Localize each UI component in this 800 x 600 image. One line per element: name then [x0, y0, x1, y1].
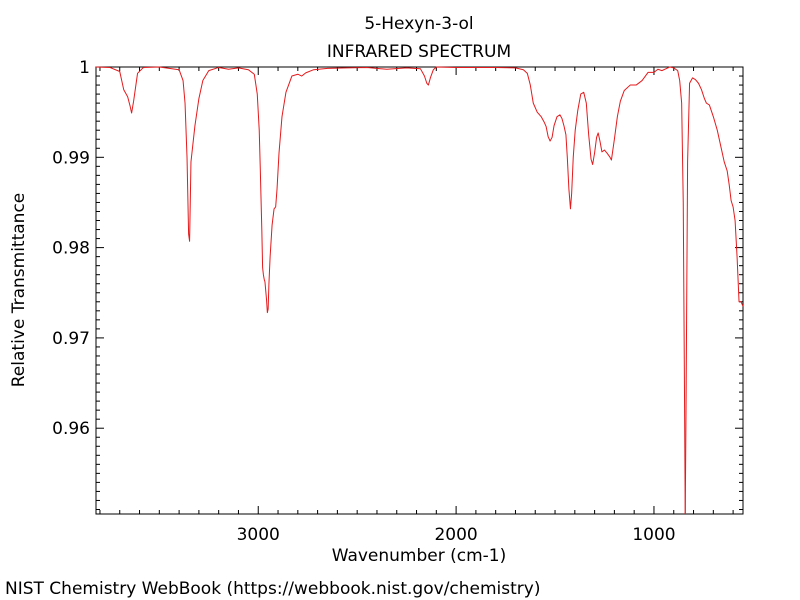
y-tick-label: 0.99 — [52, 148, 90, 168]
chart-subtitle: INFRARED SPECTRUM — [327, 42, 511, 62]
spectrum-line-1 — [95, 66, 686, 515]
y-tick-label: 0.96 — [52, 419, 90, 439]
y-tick-label: 0.98 — [52, 239, 90, 259]
x-tick-label: 3000 — [237, 525, 280, 545]
x-tick-label: 1000 — [632, 525, 675, 545]
y-tick-label: 0.97 — [52, 329, 90, 349]
minor-ticks — [96, 67, 743, 514]
y-axis-label: Relative Transmittance — [9, 193, 29, 388]
series-layer — [95, 66, 744, 515]
y-axis-ticks: 0.96 0.97 0.98 0.99 1 — [52, 58, 743, 439]
x-axis-ticks: 3000 2000 1000 — [237, 67, 676, 545]
x-tick-label: 2000 — [434, 525, 477, 545]
plot-frame — [95, 66, 744, 515]
chart-title: 5-Hexyn-3-ol — [364, 14, 473, 34]
x-axis-label: Wavenumber (cm-1) — [332, 546, 507, 566]
y-tick-label: 1 — [79, 58, 90, 78]
source-footer: NIST Chemistry WebBook (https://webbook.… — [5, 579, 540, 599]
spectrum-line-2 — [684, 77, 744, 515]
